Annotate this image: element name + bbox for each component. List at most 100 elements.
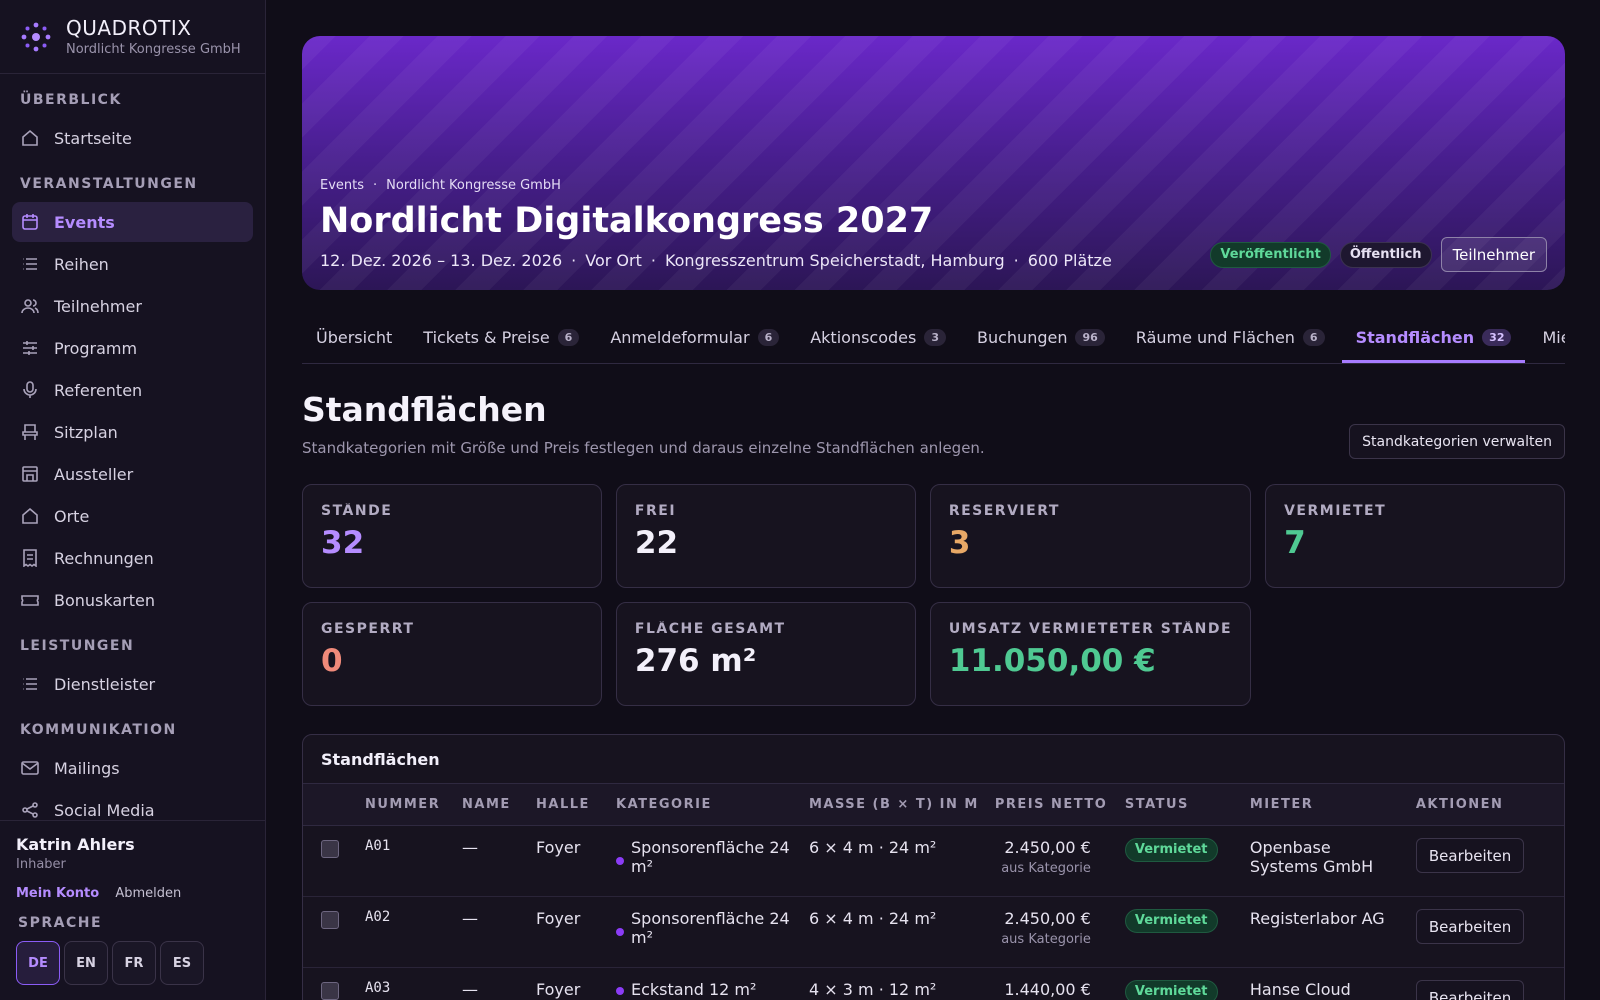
logo-icon [21, 22, 51, 51]
category-dot [616, 857, 624, 865]
stat-card-blocked: GESPERRT 0 [302, 602, 602, 706]
table-row: A03 — Foyer Eckstand 12 m² 4 × 3 m · 12 … [303, 968, 1564, 1000]
meta-separator: · [1013, 251, 1019, 270]
sidebar-item-label: Startseite [54, 128, 132, 148]
booth-tenant: Openbase Systems GmbH [1249, 838, 1374, 876]
sidebar-item-invoices[interactable]: Rechnungen [12, 538, 253, 578]
stat-value: 22 [634, 525, 679, 561]
meta-separator: · [650, 251, 656, 270]
edit-button[interactable]: Bearbeiten [1415, 909, 1525, 944]
sidebar-item-label: Mailings [54, 758, 120, 778]
stat-card-total: STÄNDE 32 [302, 484, 602, 588]
breadcrumb-organizer[interactable]: Nordlicht Kongresse GmbH [386, 178, 561, 193]
sidebar-item-program[interactable]: Programm [12, 328, 253, 368]
stats-grid: STÄNDE 32 FREI 22 RESERVIERT 3 VERMIETET… [302, 484, 1565, 706]
breadcrumb-events[interactable]: Events [320, 178, 365, 193]
home-icon [20, 128, 40, 148]
sidebar-item-label: Sitzplan [54, 422, 118, 442]
row-checkbox[interactable] [321, 982, 339, 1000]
language-de-button[interactable]: DE [16, 941, 60, 985]
ticket-icon [20, 590, 40, 610]
booth-price: 2.450,00 € [1004, 909, 1091, 928]
column-header-category: KATEGORIE [616, 797, 712, 812]
tab-bookings[interactable]: Buchungen 96 [963, 315, 1119, 363]
row-checkbox[interactable] [321, 911, 339, 929]
edit-button[interactable]: Bearbeiten [1415, 980, 1525, 1000]
stat-value: 3 [948, 525, 971, 561]
sidebar-item-label: Social Media [54, 800, 155, 820]
booth-category: Eckstand 12 m² [631, 980, 757, 999]
page-title: Standflächen [302, 390, 547, 429]
sidebar-item-label: Programm [54, 338, 138, 358]
stat-label: VERMIETET [1284, 503, 1387, 519]
stat-label: STÄNDE [321, 503, 393, 519]
receipt-icon [20, 548, 40, 568]
sidebar-item-label: Rechnungen [54, 548, 154, 568]
list-icon [20, 254, 40, 274]
sidebar-item-speakers[interactable]: Referenten [12, 370, 253, 410]
tab-count: 32 [1482, 329, 1512, 346]
sidebar-item-bonus[interactable]: Bonuskarten [12, 580, 253, 620]
status-badge: Vermietet [1124, 838, 1218, 862]
booth-name: — [462, 980, 478, 999]
my-account-link[interactable]: Mein Konto [16, 886, 100, 901]
booth-number: A03 [365, 980, 391, 996]
sidebar-item-label: Teilnehmer [54, 296, 142, 316]
section-header: Standflächen Standkategorien mit Größe u… [302, 364, 1565, 484]
calendar-icon [20, 212, 40, 232]
column-header-price: PREIS NETTO [994, 797, 1108, 812]
sidebar-item-label: Orte [54, 506, 90, 526]
sidebar-item-exhibitors[interactable]: Aussteller [12, 454, 253, 494]
mail-icon [20, 758, 40, 778]
language-fr-button[interactable]: FR [112, 941, 156, 985]
booth-hall: Foyer [536, 838, 581, 857]
sidebar-item-label: Dienstleister [54, 674, 156, 694]
sidebar-item-social[interactable]: Social Media [12, 790, 253, 820]
table-title: Standflächen [321, 749, 440, 769]
sidebar-item-series[interactable]: Reihen [12, 244, 253, 284]
participants-button[interactable]: Teilnehmer [1440, 237, 1547, 272]
language-title: SPRACHE [18, 915, 103, 931]
sidebar-item-mailings[interactable]: Mailings [12, 748, 253, 788]
tab-count: 3 [924, 329, 946, 346]
stat-label: UMSATZ VERMIETETER STÄNDE [948, 621, 1233, 637]
breadcrumb-separator: · [373, 178, 378, 193]
nav-section-communication: KOMMUNIKATION [20, 722, 177, 738]
tab-overview[interactable]: Übersicht [302, 315, 406, 363]
logout-link[interactable]: Abmelden [115, 886, 182, 901]
tab-registration-form[interactable]: Anmeldeformular 6 [596, 315, 793, 363]
sidebar: QUADROTIX Nordlicht Kongresse GmbH ÜBERB… [0, 0, 266, 1000]
price-note: aus Kategorie [1001, 861, 1091, 876]
event-date: 12. Dez. 2026 – 13. Dez. 2026 [320, 251, 563, 270]
sidebar-item-venues[interactable]: Orte [12, 496, 253, 536]
tab-booth-spaces[interactable]: Standflächen 32 [1341, 315, 1526, 363]
house-icon [20, 506, 40, 526]
tab-rooms[interactable]: Räume und Flächen 6 [1122, 315, 1339, 363]
manage-categories-button[interactable]: Standkategorien verwalten [1349, 424, 1565, 459]
tab-rentals[interactable]: Mietge [1528, 315, 1565, 363]
store-icon [20, 464, 40, 484]
language-es-button[interactable]: ES [160, 941, 204, 985]
tab-promo-codes[interactable]: Aktionscodes 3 [796, 315, 960, 363]
booth-table: NUMMER NAME HALLE KATEGORIE MASSE (B × T… [303, 783, 1564, 1000]
published-badge: Veröffentlicht [1210, 241, 1331, 268]
sidebar-item-events[interactable]: Events [12, 202, 253, 242]
language-switcher: DE EN FR ES [16, 941, 249, 985]
nav-section-events: VERANSTALTUNGEN [20, 176, 198, 192]
category-dot [616, 987, 624, 995]
tab-count: 96 [1075, 329, 1105, 346]
stat-card-area: FLÄCHE GESAMT 276 m² [615, 602, 916, 706]
brand[interactable]: QUADROTIX Nordlicht Kongresse GmbH [0, 0, 265, 74]
sidebar-item-participants[interactable]: Teilnehmer [12, 286, 253, 326]
nav-section-services: LEISTUNGEN [20, 638, 135, 654]
tab-label: Standflächen [1355, 328, 1475, 347]
stat-value: 11.050,00 € [948, 643, 1156, 679]
tab-tickets[interactable]: Tickets & Preise 6 [409, 315, 593, 363]
status-badge: Vermietet [1124, 909, 1218, 933]
row-checkbox[interactable] [321, 840, 339, 858]
sidebar-item-seating[interactable]: Sitzplan [12, 412, 253, 452]
sidebar-item-providers[interactable]: Dienstleister [12, 664, 253, 704]
sidebar-item-start[interactable]: Startseite [12, 118, 253, 158]
edit-button[interactable]: Bearbeiten [1415, 838, 1525, 873]
language-en-button[interactable]: EN [64, 941, 108, 985]
